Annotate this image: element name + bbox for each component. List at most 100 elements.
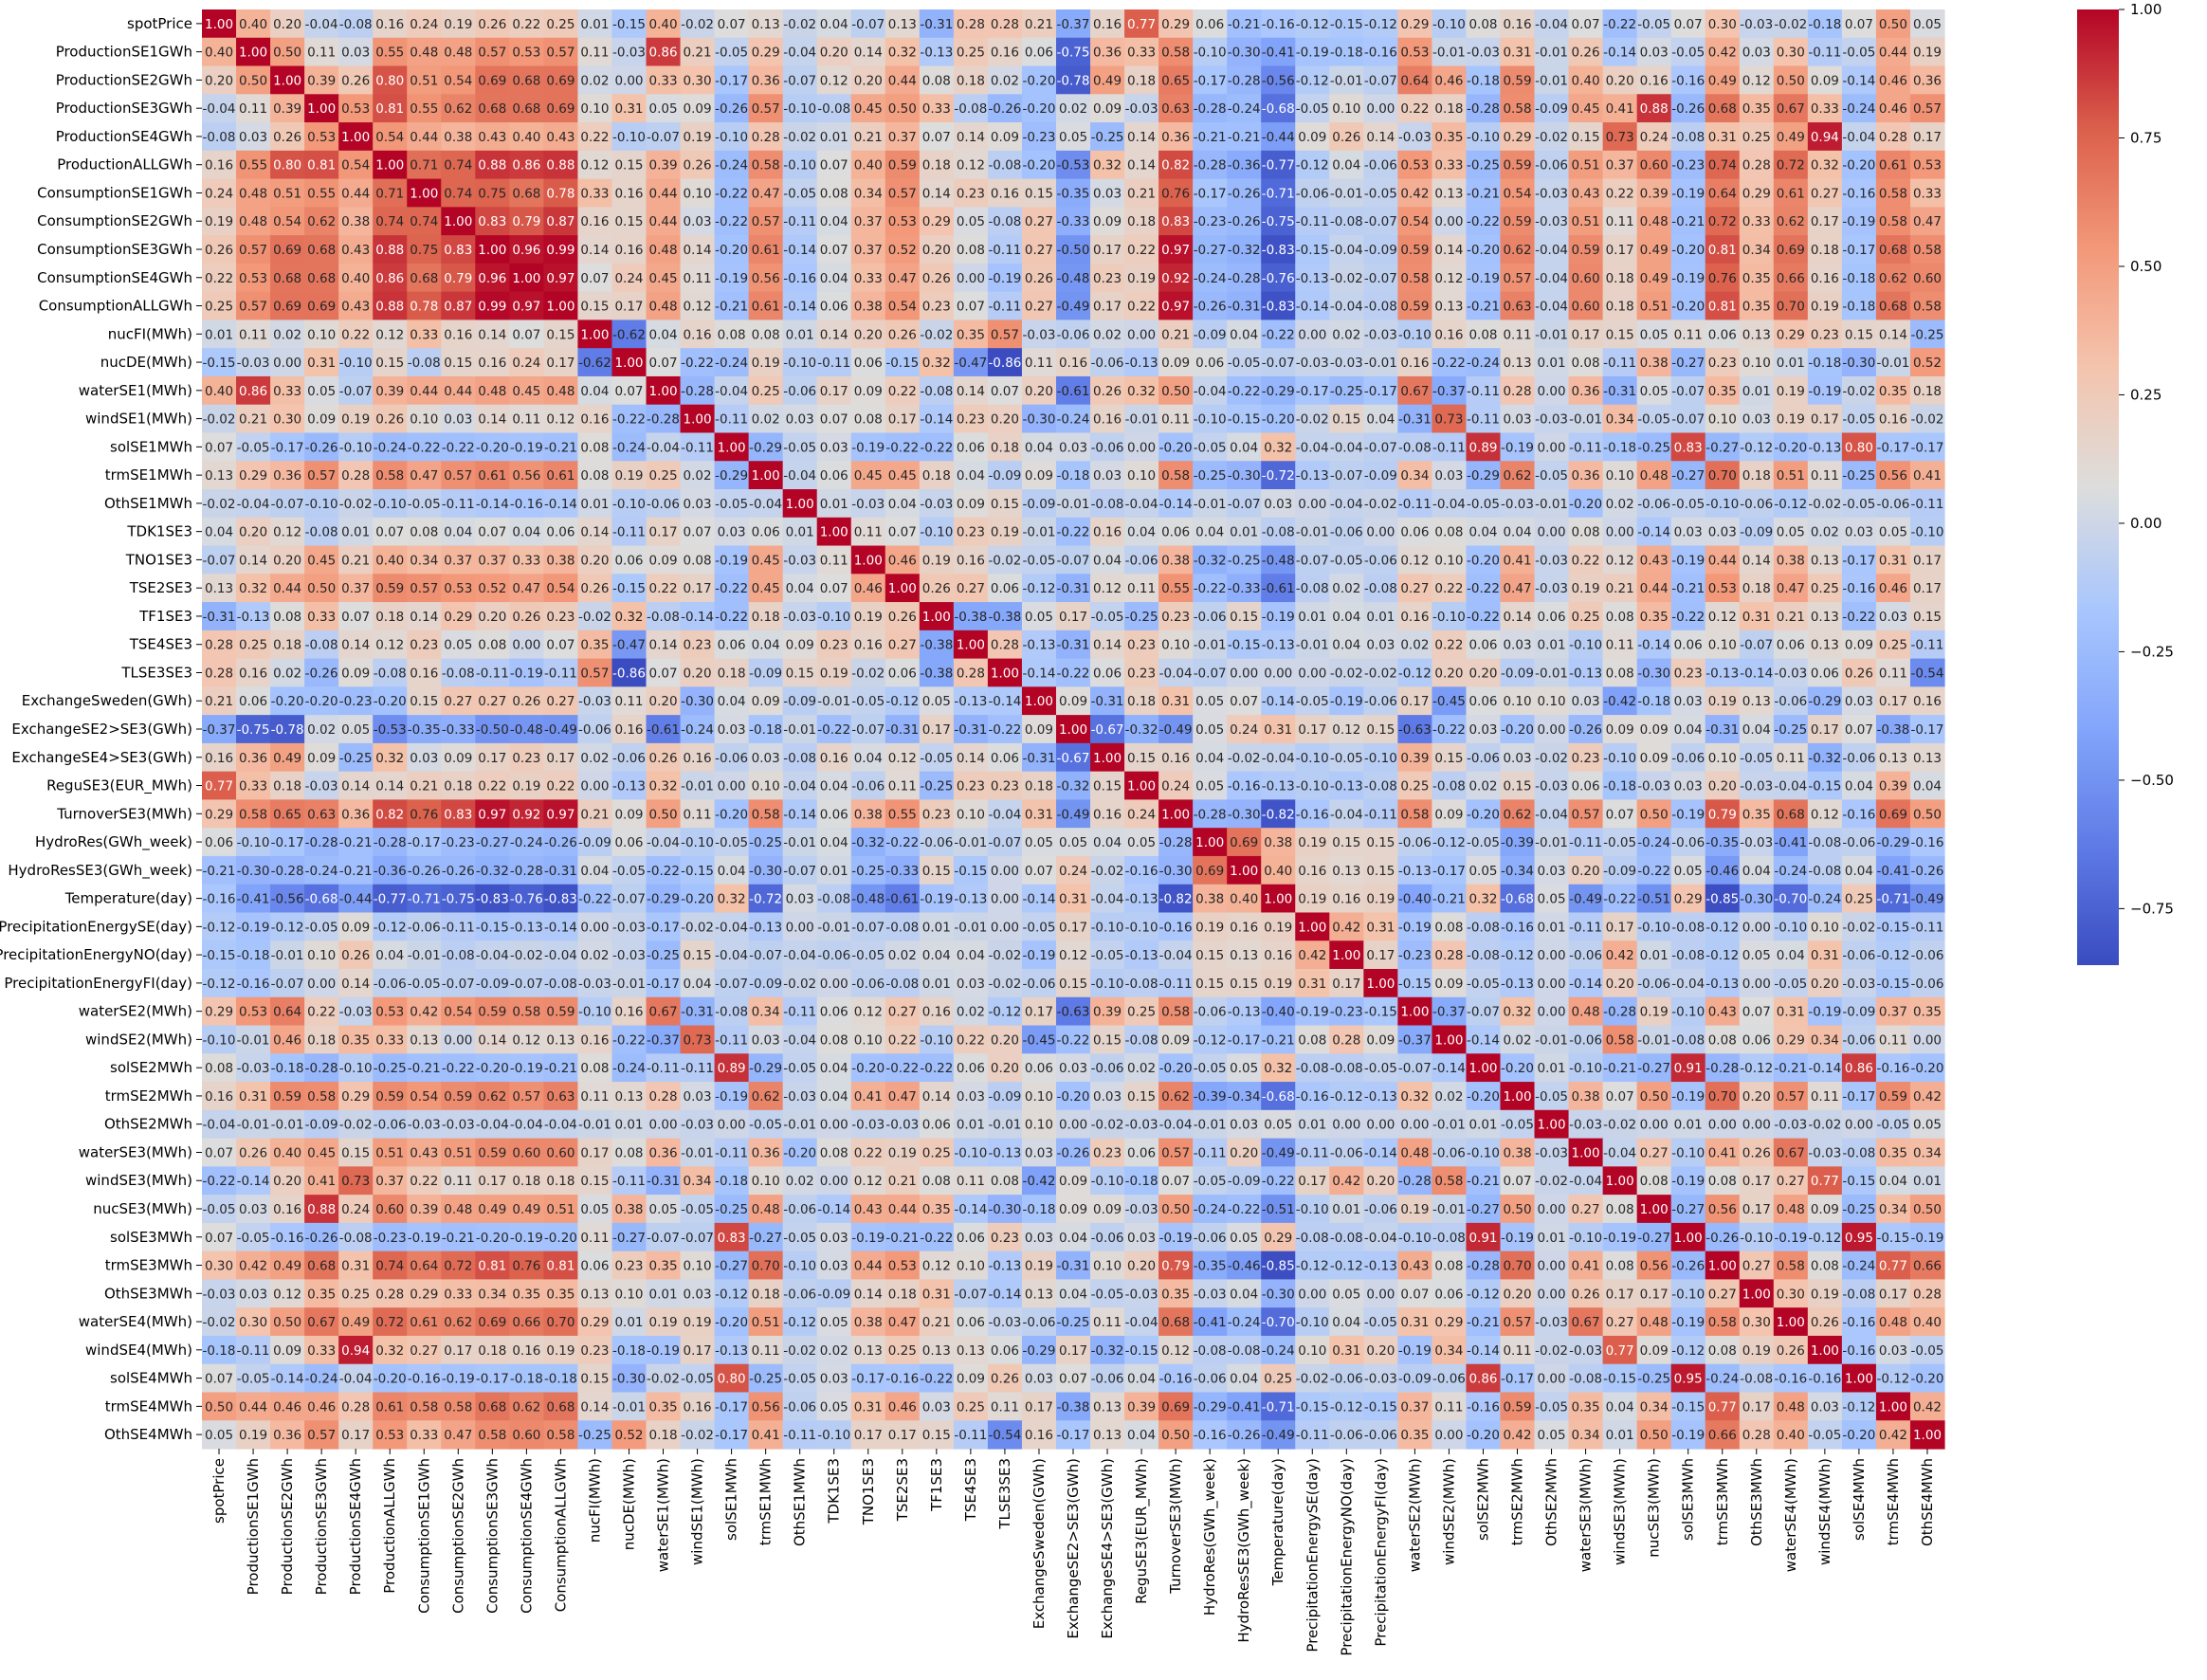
cell-value-label: 0.14 <box>854 46 883 61</box>
cell-value-label: 0.88 <box>375 300 404 315</box>
cell-value-label: -0.08 <box>885 920 919 935</box>
cell-value-label: 0.22 <box>546 779 575 794</box>
cell-value-label: -0.17 <box>1911 722 1944 738</box>
cell-value-label: 0.51 <box>1640 300 1669 315</box>
cell-value-label: 0.07 <box>546 638 575 653</box>
cell-value-label: -0.28 <box>1467 1259 1500 1274</box>
cell-value-label: -0.26 <box>544 835 577 850</box>
cell-value-label: -0.32 <box>851 835 885 850</box>
cell-value-label: -0.20 <box>715 807 748 822</box>
cell-value-label: -0.04 <box>783 46 816 61</box>
cell-value-label: -0.08 <box>954 101 987 117</box>
cell-value-label: 0.57 <box>1161 1145 1190 1160</box>
cell-value-label: 0.17 <box>1298 1174 1326 1189</box>
cell-value-label: 0.26 <box>478 17 506 32</box>
cell-value-label: 0.36 <box>752 1145 780 1160</box>
cell-value-label: -0.46 <box>1228 1259 1261 1274</box>
cell-value-label: 0.78 <box>410 300 438 315</box>
cell-value-label: -0.25 <box>1125 610 1158 625</box>
cell-value-label: 0.54 <box>273 214 301 229</box>
cell-value-label: -0.10 <box>203 1032 236 1048</box>
cell-value-label: 0.11 <box>820 553 848 568</box>
cell-value-label: -0.19 <box>715 271 748 286</box>
cell-value-label: 0.43 <box>1708 1005 1737 1020</box>
cell-value-label: 0.15 <box>1503 779 1531 794</box>
cell-value-label: 0.47 <box>1913 214 1942 229</box>
heatmap-cell <box>1261 94 1296 123</box>
cell-value-label: 0.31 <box>1366 920 1395 935</box>
cell-value-label: 0.19 <box>1708 694 1737 709</box>
cell-value-label: 0.00 <box>1332 1118 1360 1133</box>
cell-value-label: 0.20 <box>205 73 233 88</box>
cell-value-label: 0.86 <box>375 271 404 286</box>
cell-value-label: 0.05 <box>648 101 677 117</box>
cell-value-label: 0.11 <box>580 1089 609 1105</box>
cell-value-label: -0.06 <box>1569 1032 1602 1048</box>
cell-value-label: 0.20 <box>648 694 677 709</box>
cell-value-label: 0.51 <box>752 1315 780 1330</box>
cell-value-label: 0.12 <box>1332 722 1360 738</box>
cell-value-label: -0.82 <box>1159 892 1193 907</box>
heatmap-cell <box>1397 122 1433 152</box>
cell-value-label: 0.58 <box>1161 46 1190 61</box>
heatmap-cell <box>236 9 271 39</box>
cell-value-label: -0.05 <box>1535 468 1568 484</box>
cell-value-label: 0.02 <box>888 948 917 963</box>
cell-value-label: 0.03 <box>1503 751 1531 766</box>
cell-value-label: 0.27 <box>888 1005 917 1020</box>
heatmap-cell <box>543 94 579 123</box>
cell-value-label: -0.01 <box>681 1145 714 1160</box>
cell-value-label: -0.14 <box>544 497 577 512</box>
cell-value-label: 0.20 <box>239 525 267 540</box>
cell-value-label: -0.02 <box>1330 666 1363 681</box>
cell-value-label: 0.25 <box>957 46 985 61</box>
cell-value-label: 0.06 <box>922 1118 951 1133</box>
cell-value-label: 0.56 <box>752 271 780 286</box>
cell-value-label: 1.00 <box>546 300 575 315</box>
cell-value-label: 0.79 <box>1708 807 1737 822</box>
cell-value-label: 0.53 <box>1708 581 1737 596</box>
cell-value-label: 0.16 <box>1400 610 1429 625</box>
cell-value-label: 0.13 <box>1811 553 1839 568</box>
cell-value-label: 0.87 <box>444 300 472 315</box>
cell-value-label: 0.08 <box>1434 1259 1463 1274</box>
cell-value-label: 0.15 <box>410 694 438 709</box>
cell-value-label: -0.04 <box>1091 892 1124 907</box>
cell-value-label: 0.09 <box>1640 751 1669 766</box>
cell-value-label: 0.43 <box>854 1202 883 1217</box>
cell-value-label: -0.19 <box>237 920 270 935</box>
cell-value-label: -0.13 <box>1705 977 1739 992</box>
cell-value-label: -0.18 <box>1467 73 1500 88</box>
cell-value-label: 0.09 <box>991 130 1019 145</box>
cell-value-label: -0.22 <box>1432 356 1466 371</box>
cell-value-label: 0.97 <box>1161 300 1190 315</box>
cell-value-label: -0.23 <box>339 694 373 709</box>
cell-value-label: 0.15 <box>1093 1032 1122 1048</box>
heatmap-cell <box>646 150 682 180</box>
cell-value-label: 0.30 <box>684 73 712 88</box>
cell-value-label: -0.05 <box>851 948 885 963</box>
cell-value-label: 0.68 <box>1777 807 1805 822</box>
cell-value-label: -0.15 <box>476 920 509 935</box>
cell-value-label: 0.18 <box>1434 101 1463 117</box>
cell-value-label: 0.23 <box>957 412 985 428</box>
cell-value-label: 0.11 <box>1811 1089 1839 1105</box>
cell-value-label: 0.15 <box>580 1174 609 1189</box>
cell-value-label: 0.16 <box>1332 892 1360 907</box>
cell-value-label: 0.07 <box>375 525 404 540</box>
heatmap-cell <box>1670 65 1706 95</box>
cell-value-label: -0.01 <box>783 835 816 850</box>
cell-value-label: -0.17 <box>1911 440 1944 455</box>
cell-value-label: -0.02 <box>1535 1174 1568 1189</box>
cell-value-label: -0.06 <box>817 948 850 963</box>
cell-value-label: -0.04 <box>1262 751 1295 766</box>
cell-value-label: 0.27 <box>1572 1202 1600 1217</box>
cell-value-label: -0.11 <box>1432 440 1466 455</box>
cell-value-label: -0.03 <box>988 1315 1021 1330</box>
cell-value-label: -0.06 <box>1842 751 1875 766</box>
cell-value-label: -0.02 <box>851 666 885 681</box>
cell-value-label: -0.10 <box>339 440 373 455</box>
cell-value-label: -0.05 <box>1467 977 1500 992</box>
cell-value-label: -0.05 <box>1364 186 1397 201</box>
